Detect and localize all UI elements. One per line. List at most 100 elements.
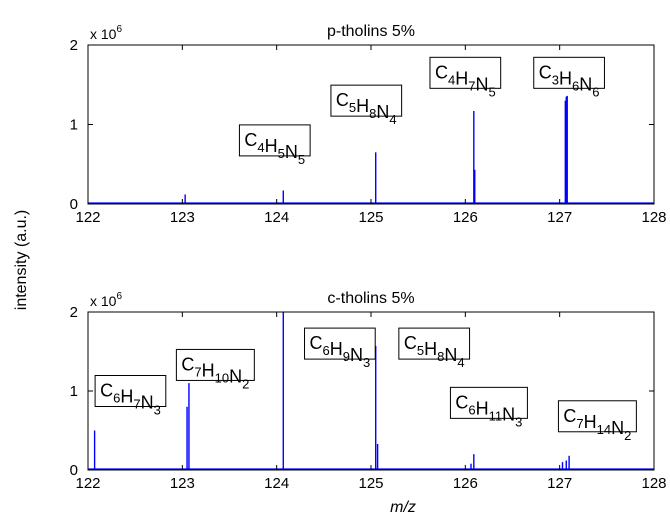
formula-element: N — [376, 102, 389, 122]
formula-box — [557, 400, 637, 433]
formula-element: H — [330, 339, 343, 359]
formula-subscript: 4 — [257, 140, 264, 155]
formula-subscript: 4 — [457, 355, 464, 370]
formula-subscript: 6 — [468, 402, 475, 417]
x-tick-label: 126 — [453, 209, 478, 226]
formula-element: N — [285, 142, 298, 162]
formula-subscript: 7 — [133, 397, 140, 412]
formula-subscript: 8 — [437, 349, 444, 364]
multiplier-prefix: x 10 — [90, 26, 117, 42]
formula-text: C4H7N5 — [435, 62, 496, 99]
formula-subscript: 14 — [597, 422, 611, 437]
y-tick-label: 2 — [70, 304, 78, 321]
formula-element: H — [356, 96, 369, 116]
x-tick-label: 128 — [641, 475, 666, 492]
y-tick-label: 1 — [70, 117, 78, 134]
formula-subscript: 4 — [448, 72, 455, 87]
formula-text: C4H5N5 — [244, 130, 305, 167]
multiplier-exponent: 6 — [116, 291, 122, 302]
p-tholins-title: p-tholins 5% — [327, 23, 415, 40]
y-tick-label: 0 — [70, 196, 78, 213]
x-tick-label: 123 — [170, 209, 195, 226]
x-tick-label: 125 — [358, 475, 383, 492]
y-tick-label: 2 — [70, 37, 78, 54]
formula-text: C7H14N2 — [563, 406, 631, 443]
formula-text: C6H9N3 — [310, 333, 371, 370]
formula-annotation: C5H8N4 — [330, 84, 403, 127]
c-tholins-title: c-tholins 5% — [327, 290, 414, 307]
formula-text: C5H8N4 — [336, 90, 397, 127]
formula-element: H — [455, 68, 468, 88]
formula-element: H — [424, 339, 437, 359]
formula-box — [449, 386, 528, 419]
formula-subscript: 7 — [576, 416, 583, 431]
x-tick-label: 128 — [641, 209, 666, 226]
formula-annotation: C3H6N6 — [533, 56, 605, 99]
formula-subscript: 5 — [417, 343, 424, 358]
x-tick-label: 126 — [453, 475, 478, 492]
formula-subscript: 2 — [624, 428, 631, 443]
formula-element: C — [181, 354, 194, 374]
formula-box — [238, 124, 311, 157]
formula-text: C7H10N2 — [181, 354, 249, 391]
x-tick-label: 127 — [547, 475, 572, 492]
formula-subscript: 2 — [242, 376, 249, 391]
formula-box — [429, 56, 502, 89]
x-tick-label: 125 — [358, 209, 383, 226]
formula-subscript: 5 — [298, 152, 305, 167]
formula-annotation: C6H7N3 — [94, 375, 167, 418]
formula-annotation: C6H9N3 — [304, 327, 376, 370]
formula-text: C3H6N6 — [539, 62, 600, 99]
formula-annotation: C4H7N5 — [429, 56, 502, 99]
formula-subscript: 5 — [488, 84, 495, 99]
formula-subscript: 9 — [343, 349, 350, 364]
formula-subscript: 5 — [349, 100, 356, 115]
multiplier-label: x 106 — [90, 291, 122, 309]
formula-element: N — [141, 393, 154, 413]
formula-box — [94, 375, 167, 407]
formula-subscript: 5 — [278, 146, 285, 161]
x-tick-label: 124 — [264, 475, 289, 492]
formula-subscript: 7 — [194, 364, 201, 379]
multiplier-exponent: 6 — [116, 24, 122, 35]
formula-subscript: 10 — [215, 370, 229, 385]
formula-element: C — [435, 62, 448, 82]
formula-subscript: 3 — [154, 403, 161, 418]
y-axis-label: intensity (a.u.) — [13, 210, 30, 310]
formula-subscript: 6 — [113, 391, 120, 406]
formula-element: C — [455, 392, 468, 412]
formula-element: N — [229, 366, 242, 386]
formula-element: N — [502, 404, 515, 424]
formula-element: H — [202, 360, 215, 380]
formula-element: C — [563, 406, 576, 426]
formula-element: H — [265, 136, 278, 156]
formula-subscript: 8 — [369, 106, 376, 121]
formula-element: H — [559, 68, 572, 88]
x-axis-label: m/z — [390, 499, 416, 516]
multiplier-label: x 106 — [90, 24, 122, 42]
formula-subscript: 3 — [515, 414, 522, 429]
formula-text: C5H8N4 — [404, 333, 465, 370]
formula-element: C — [244, 130, 257, 150]
formula-element: N — [350, 345, 363, 365]
formula-subscript: 4 — [389, 112, 396, 127]
formula-box — [330, 84, 403, 117]
formula-element: C — [404, 333, 417, 353]
formula-element: C — [100, 381, 113, 401]
x-tick-label: 123 — [170, 475, 195, 492]
x-tick-label: 124 — [264, 209, 289, 226]
formula-subscript: 11 — [489, 408, 503, 423]
formula-subscript: 6 — [592, 84, 599, 99]
formula-text: C6H11N3 — [455, 392, 522, 429]
formula-box — [533, 56, 605, 89]
formula-annotation: C6H11N3 — [449, 386, 528, 429]
formula-annotation: C7H14N2 — [557, 400, 637, 443]
formula-element: C — [539, 62, 552, 82]
formula-element: H — [476, 398, 489, 418]
formula-subscript: 7 — [468, 78, 475, 93]
y-tick-label: 1 — [70, 383, 78, 400]
